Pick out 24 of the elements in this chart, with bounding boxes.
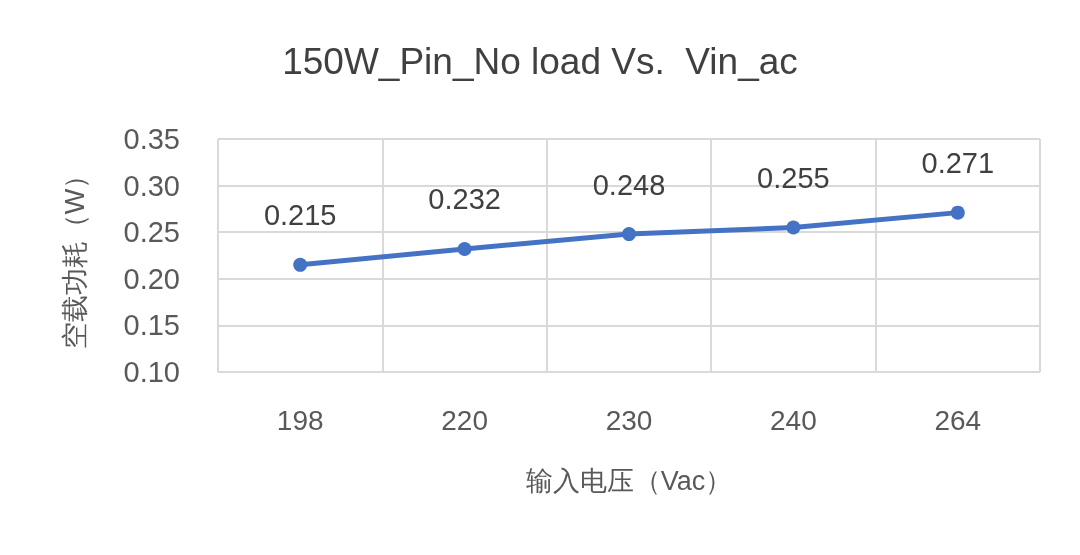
y-tick-label: 0.10 bbox=[123, 356, 180, 388]
point bbox=[622, 227, 636, 242]
point bbox=[293, 257, 308, 272]
y-tick-label: 0.15 bbox=[123, 309, 180, 342]
point bbox=[950, 205, 965, 220]
data-label: 0.232 bbox=[428, 183, 501, 216]
data-label: 0.248 bbox=[592, 168, 666, 201]
data-label: 0.255 bbox=[757, 162, 830, 195]
x-tick-label: 230 bbox=[605, 404, 653, 436]
x-axis-title: 输入电压（Vac） bbox=[525, 465, 733, 496]
point bbox=[457, 241, 472, 256]
x-tick-label: 220 bbox=[441, 404, 488, 436]
x-tick-label: 198 bbox=[276, 404, 324, 436]
chart-title: 150W_Pin_No load Vs. Vin_ac bbox=[282, 41, 798, 82]
y-tick-label: 0.25 bbox=[123, 216, 180, 249]
y-tick-label: 0.30 bbox=[123, 169, 180, 202]
point bbox=[786, 220, 801, 235]
x-tick-label: 240 bbox=[770, 404, 817, 436]
data-label: 0.271 bbox=[921, 147, 995, 180]
y-tick-label: 0.35 bbox=[123, 123, 180, 155]
y-axis-title: 空载功耗（W） bbox=[59, 161, 90, 350]
x-tick-label: 264 bbox=[934, 404, 982, 436]
data-label: 0.215 bbox=[263, 199, 337, 232]
y-tick-label: 0.20 bbox=[123, 262, 180, 295]
